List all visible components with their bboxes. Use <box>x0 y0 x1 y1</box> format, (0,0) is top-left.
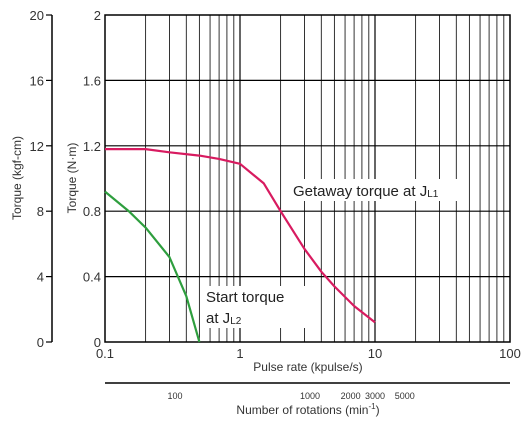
inner-y-tick-label: 2 <box>94 8 101 23</box>
secondary-x-tick-label: 100 <box>167 391 182 401</box>
outer-y-tick-label: 20 <box>30 8 44 23</box>
inner-y-tick-label: 1.2 <box>83 139 101 154</box>
outer-y-tick-label: 8 <box>37 204 44 219</box>
x-tick-label: 10 <box>368 346 382 361</box>
inner-y-axis-title: Torque (N·m) <box>65 143 79 214</box>
inner-y-tick-label: 1.6 <box>83 73 101 88</box>
inner-y-tick-label: 0.8 <box>83 204 101 219</box>
inner-y-tick-label: 0.4 <box>83 270 101 285</box>
secondary-x-tick-label: 1000 <box>300 391 320 401</box>
x-ticks: 0.1 1 10 100 <box>96 346 521 361</box>
outer-y-axis-title: Torque (kgf-cm) <box>10 136 24 220</box>
x-tick-label: 100 <box>499 346 521 361</box>
x-tick-label: 1 <box>236 346 243 361</box>
outer-y-tick-label: 16 <box>30 73 44 88</box>
grid <box>105 15 510 342</box>
start-torque-line <box>104 190 201 343</box>
inner-y-ticks: 0 0.4 0.8 1.2 1.6 2 <box>83 8 101 350</box>
outer-y-ticks: 0 4 8 12 16 20 <box>30 8 52 350</box>
svg-text:Start torque: Start torque <box>206 289 284 306</box>
secondary-x-tick-label: 5000 <box>395 391 415 401</box>
secondary-x-ticks: 100 1000 2000 3000 5000 <box>167 391 414 401</box>
secondary-x-tick-label: 3000 <box>365 391 385 401</box>
x-axis-title: Pulse rate (kpulse/s) <box>253 360 362 374</box>
getaway-torque-label: Getaway torque at JL1 <box>290 179 462 201</box>
outer-y-tick-label: 4 <box>37 270 44 285</box>
svg-text:at JL2: at JL2 <box>206 310 242 327</box>
outer-y-tick-label: 0 <box>37 335 44 350</box>
inner-y-tick-label: 0 <box>94 335 101 350</box>
x-tick-label: 0.1 <box>96 346 114 361</box>
svg-text:Getaway torque at JL1: Getaway torque at JL1 <box>293 183 439 200</box>
getaway-torque-line <box>105 148 376 324</box>
outer-y-tick-label: 12 <box>30 139 44 154</box>
secondary-x-axis-title: Number of rotations (min-1) <box>236 402 379 417</box>
series-layer <box>104 148 376 343</box>
secondary-x-tick-label: 2000 <box>341 391 361 401</box>
plot-frame <box>104 14 511 343</box>
start-torque-label: Start torque at JL2 <box>203 286 308 328</box>
